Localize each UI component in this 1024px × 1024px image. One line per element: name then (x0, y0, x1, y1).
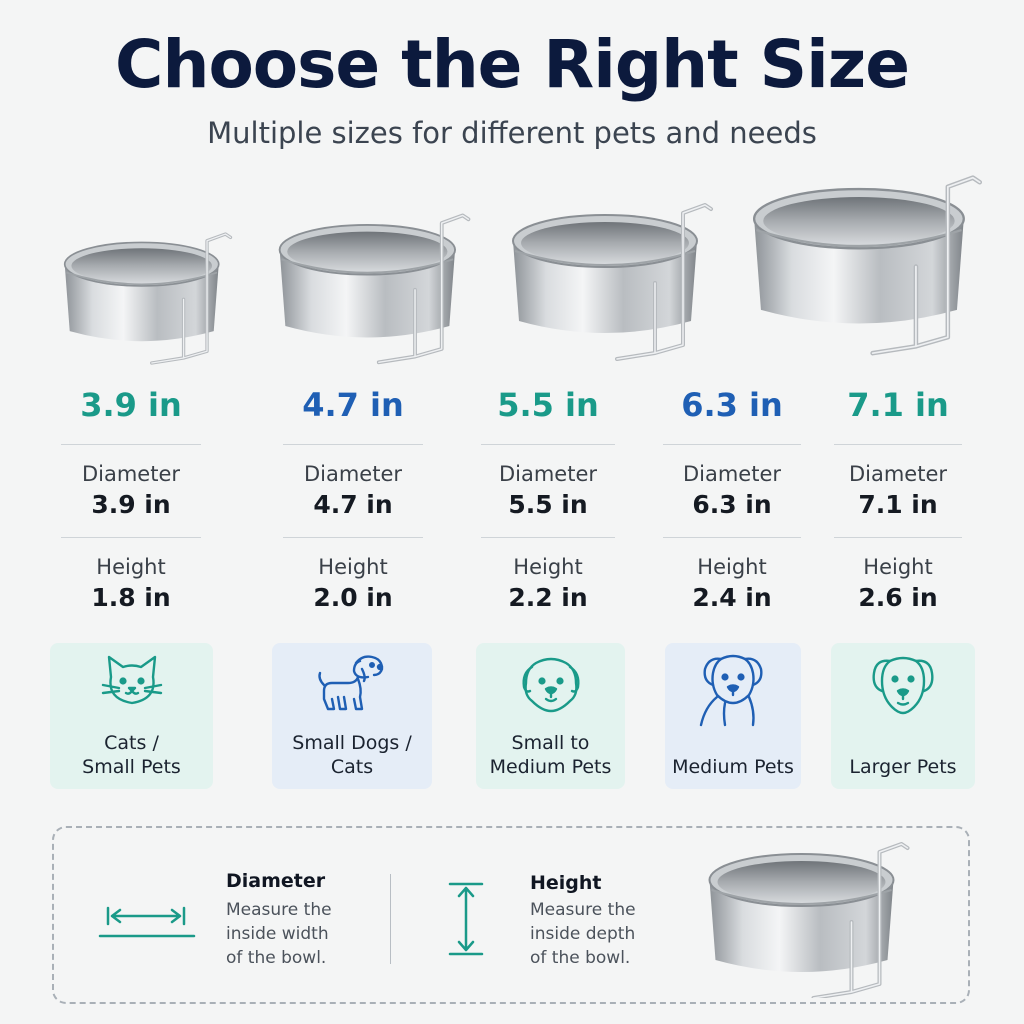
size-column-2: 4.7 in Diameter 4.7 in Height 2.0 in (282, 380, 424, 616)
height-value: 2.0 in (313, 583, 393, 612)
large-dog-icon (872, 656, 934, 715)
divider (663, 444, 801, 445)
divider (61, 444, 201, 445)
height-label: Height (96, 555, 166, 579)
pet-label-line2: Cats (330, 756, 374, 778)
pet-label-line1: Small to (511, 732, 590, 754)
height-guide-text: Measure the inside depth of the bowl. (530, 898, 636, 970)
cat-icon (101, 655, 162, 705)
size-column-5: 7.1 in Diameter 7.1 in Height 2.6 in (834, 380, 962, 616)
height-value: 2.6 in (858, 583, 938, 612)
guide-bowl-image (707, 842, 910, 998)
pet-card-1: Cats / Small Pets (50, 643, 213, 789)
diameter-value: 4.7 in (313, 490, 393, 519)
medium-dog-icon (699, 654, 763, 727)
bowl-image-4 (745, 168, 990, 356)
diameter-label: Diameter (81, 462, 181, 486)
height-value: 2.4 in (692, 583, 772, 612)
divider (61, 537, 201, 538)
size-column-3: 5.5 in Diameter 5.5 in Height 2.2 in (480, 380, 616, 616)
divider (481, 537, 615, 538)
pet-card-3: Small to Medium Pets (476, 643, 625, 789)
diameter-arrow-icon (98, 906, 196, 938)
fluffy-dog-icon (521, 657, 580, 713)
pet-card-text: Small Dogs / Cats (272, 731, 432, 779)
diameter-guide-line2: inside width (226, 924, 329, 944)
diameter-label: Diameter (303, 462, 403, 486)
guide-divider (390, 874, 391, 964)
diameter-value: 3.9 in (91, 490, 171, 519)
height-guide-line2: inside depth (530, 924, 636, 944)
pet-card-text: Cats / Small Pets (50, 731, 213, 779)
pet-label-line1: Small Dogs / (292, 732, 412, 754)
height-value: 2.2 in (508, 583, 588, 612)
size-column-1: 3.9 in Diameter 3.9 in Height 1.8 in (60, 380, 202, 616)
pet-label-line1: Medium Pets (672, 756, 794, 778)
pet-card-4: Medium Pets (665, 643, 801, 789)
pet-label-line1: Cats / (104, 732, 159, 754)
pet-label-line2: Small Pets (82, 756, 181, 778)
pet-label-line2: Medium Pets (489, 756, 612, 778)
size-label: 5.5 in (497, 386, 599, 424)
height-arrow-icon (448, 882, 484, 956)
pet-card-5: Larger Pets (831, 643, 975, 789)
diameter-guide-title: Diameter (226, 870, 326, 892)
diameter-guide-text: Measure the inside width of the bowl. (226, 898, 332, 970)
diameter-label: Diameter (682, 462, 782, 486)
diameter-guide-line1: Measure the (226, 900, 332, 920)
divider (834, 444, 962, 445)
pet-card-text: Small to Medium Pets (476, 731, 625, 779)
diameter-guide-line3: of the bowl. (226, 948, 327, 968)
size-column-4: 6.3 in Diameter 6.3 in Height 2.4 in (662, 380, 802, 616)
height-label: Height (697, 555, 767, 579)
diameter-label: Diameter (848, 462, 948, 486)
diameter-value: 7.1 in (858, 490, 938, 519)
pet-card-2: Small Dogs / Cats (272, 643, 432, 789)
height-label: Height (318, 555, 388, 579)
page-title: Choose the Right Size (115, 26, 910, 103)
small-dog-icon (318, 655, 384, 711)
divider (283, 444, 423, 445)
height-label: Height (863, 555, 933, 579)
divider (663, 537, 801, 538)
height-value: 1.8 in (91, 583, 171, 612)
height-guide-line3: of the bowl. (530, 948, 631, 968)
diameter-value: 6.3 in (692, 490, 772, 519)
size-label: 3.9 in (80, 386, 182, 424)
height-label: Height (513, 555, 583, 579)
size-label: 7.1 in (847, 386, 949, 424)
bowl-image-1 (63, 232, 233, 365)
height-guide-title: Height (530, 872, 602, 894)
pet-card-text: Medium Pets (665, 755, 801, 779)
size-label: 4.7 in (302, 386, 404, 424)
diameter-label: Diameter (498, 462, 598, 486)
bowl-image-2 (277, 213, 471, 365)
pet-label-line1: Larger Pets (849, 756, 957, 778)
divider (481, 444, 615, 445)
divider (834, 537, 962, 538)
height-guide-line1: Measure the (530, 900, 636, 920)
divider (283, 537, 423, 538)
bowl-image-3 (511, 203, 713, 361)
page-subtitle: Multiple sizes for different pets and ne… (207, 116, 817, 150)
size-label: 6.3 in (681, 386, 783, 424)
measuring-guide: Diameter Measure the inside width of the… (52, 826, 970, 1004)
diameter-value: 5.5 in (508, 490, 588, 519)
pet-card-text: Larger Pets (831, 755, 975, 779)
